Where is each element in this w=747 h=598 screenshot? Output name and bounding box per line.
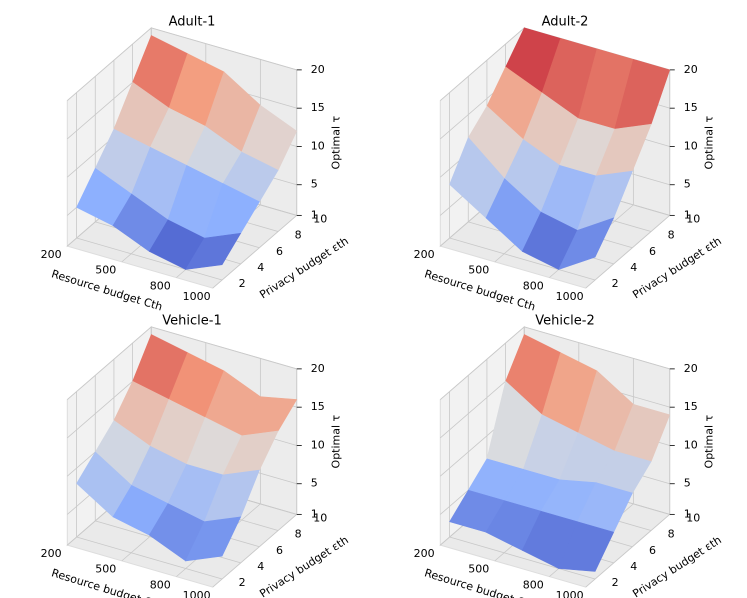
y-tick-label: 10 — [686, 512, 700, 525]
y-axis-label: Privacy budget εth — [257, 234, 351, 301]
x-tick-label: 1000 — [183, 589, 211, 598]
z-tick-label: 20 — [684, 63, 698, 76]
grid-line — [585, 215, 671, 289]
z-tick-label: 1 — [684, 208, 691, 221]
chart-title: Adult-1 — [169, 15, 216, 30]
grid-line — [439, 326, 525, 400]
x-tick-label: 1000 — [183, 290, 211, 303]
y-axis-label: Privacy budget εth — [257, 533, 351, 598]
y-tick-label: 2 — [239, 576, 246, 589]
y-tick-label: 10 — [686, 213, 700, 226]
z-axis-label: Optimal τ — [703, 115, 716, 169]
x-tick-label: 200 — [414, 248, 435, 261]
y-tick-label: 6 — [649, 544, 656, 557]
z-tick-label: 1 — [311, 507, 318, 520]
grid-line — [151, 326, 297, 370]
grid-line — [151, 27, 297, 71]
z-tick-label: 1 — [684, 507, 691, 520]
y-tick-label: 8 — [295, 528, 302, 541]
grid-line — [66, 27, 152, 101]
grid-line — [439, 27, 525, 101]
z-tick-label: 10 — [684, 139, 698, 152]
z-axis-label: Optimal τ — [703, 414, 716, 468]
chart-title: Vehicle-2 — [535, 314, 594, 329]
z-tick-label: 10 — [311, 139, 325, 152]
chart-title: Adult-2 — [542, 15, 589, 30]
x-tick-label: 200 — [41, 547, 62, 560]
z-tick-label: 15 — [311, 400, 325, 413]
y-tick-label: 2 — [612, 576, 619, 589]
x-tick-label: 200 — [414, 547, 435, 560]
x-tick-label: 500 — [468, 264, 489, 277]
z-tick-label: 15 — [684, 101, 698, 114]
z-tick-label: 5 — [684, 178, 691, 191]
y-tick-label: 8 — [668, 229, 675, 242]
grid-line — [449, 237, 596, 281]
z-tick-label: 10 — [311, 438, 325, 451]
z-tick-label: 20 — [311, 362, 325, 375]
grid-line — [76, 237, 223, 281]
y-tick-label: 4 — [630, 560, 637, 573]
y-tick-label: 6 — [276, 544, 283, 557]
grid-line — [212, 215, 298, 289]
y-axis-label: Privacy budget εth — [630, 234, 724, 301]
x-tick-label: 500 — [95, 264, 116, 277]
grid-line — [585, 514, 671, 588]
surface-cell — [185, 232, 242, 270]
y-tick-label: 2 — [239, 277, 246, 290]
z-axis-label: Optimal τ — [330, 414, 343, 468]
y-tick-label: 6 — [649, 245, 656, 258]
z-tick-label: 20 — [684, 362, 698, 375]
grid-line — [212, 514, 298, 588]
surface-cell — [558, 521, 615, 572]
y-tick-label: 4 — [630, 261, 637, 274]
y-tick-label: 4 — [257, 261, 264, 274]
x-tick-label: 800 — [523, 279, 544, 292]
grid-line — [76, 536, 223, 580]
surface-cell — [558, 217, 615, 271]
y-tick-label: 4 — [257, 560, 264, 573]
x-tick-label: 1000 — [556, 589, 584, 598]
y-tick-label: 6 — [276, 245, 283, 258]
y-tick-label: 8 — [668, 528, 675, 541]
z-tick-label: 10 — [684, 438, 698, 451]
grid-line — [524, 326, 670, 370]
z-tick-label: 15 — [311, 101, 325, 114]
z-tick-label: 20 — [311, 63, 325, 76]
z-tick-label: 5 — [311, 178, 318, 191]
x-tick-label: 800 — [150, 578, 171, 591]
x-tick-label: 200 — [41, 248, 62, 261]
z-tick-label: 1 — [311, 208, 318, 221]
y-axis-label: Privacy budget εth — [630, 533, 724, 598]
x-tick-label: 1000 — [556, 290, 584, 303]
chart-title: Vehicle-1 — [162, 314, 221, 329]
y-tick-label: 8 — [295, 229, 302, 242]
y-tick-label: 10 — [313, 213, 327, 226]
x-tick-label: 800 — [523, 578, 544, 591]
z-tick-label: 5 — [684, 477, 691, 490]
z-tick-label: 15 — [684, 400, 698, 413]
grid-line — [449, 536, 596, 580]
x-tick-label: 500 — [468, 563, 489, 576]
surface-cell — [185, 516, 242, 562]
grid-line — [66, 326, 152, 400]
y-tick-label: 2 — [612, 277, 619, 290]
x-tick-label: 500 — [95, 563, 116, 576]
z-axis-label: Optimal τ — [330, 115, 343, 169]
y-tick-label: 10 — [313, 512, 327, 525]
z-tick-label: 5 — [311, 477, 318, 490]
x-tick-label: 800 — [150, 279, 171, 292]
